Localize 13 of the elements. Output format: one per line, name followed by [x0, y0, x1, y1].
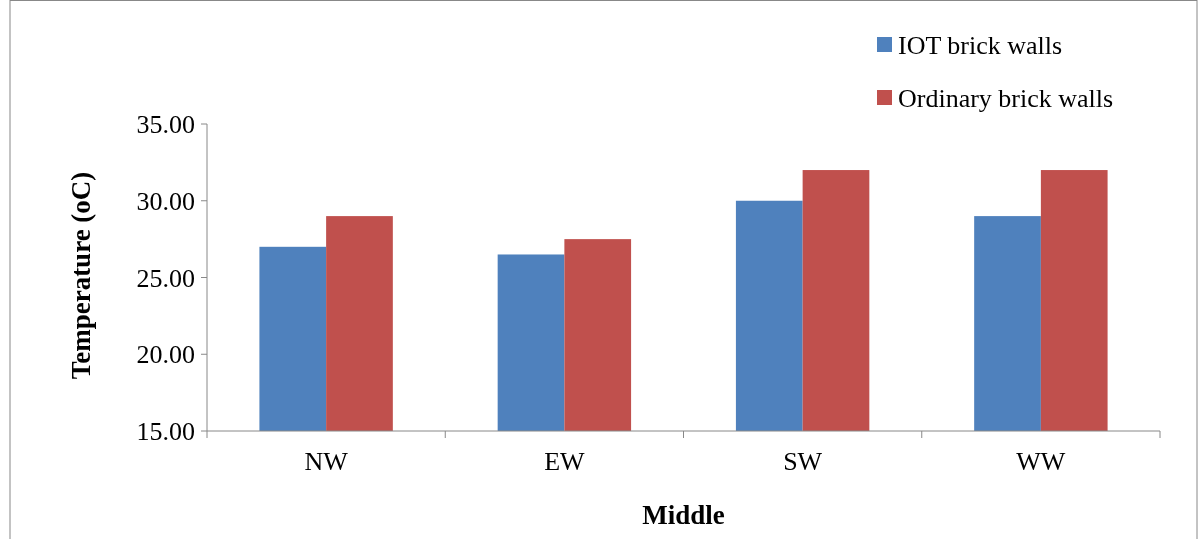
y-tick-label: 35.00	[136, 110, 195, 140]
legend-label: Ordinary brick walls	[898, 84, 1114, 114]
x-tick-label: NW	[304, 447, 349, 476]
x-tick-label: WW	[1016, 447, 1066, 476]
y-tick-label: 20.00	[136, 340, 195, 370]
y-tick-label: 15.00	[136, 417, 195, 447]
x-axis-title: Middle	[642, 500, 725, 530]
y-axis-title: Temperature (oC)	[66, 171, 96, 380]
y-tick-label: 25.00	[136, 263, 195, 293]
y-tick-label: 30.00	[136, 186, 195, 216]
legend-label: IOT brick walls	[898, 31, 1063, 61]
x-tick-label: EW	[544, 447, 586, 476]
x-tick-label: SW	[783, 447, 823, 476]
